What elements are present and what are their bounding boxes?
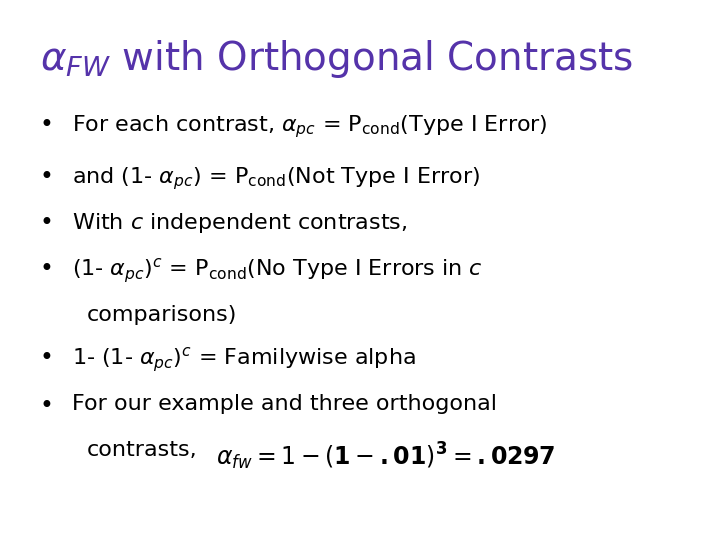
Text: contrasts,: contrasts, bbox=[86, 440, 197, 460]
Text: •: • bbox=[40, 113, 53, 137]
Text: •: • bbox=[40, 346, 53, 369]
Text: With $c$ independent contrasts,: With $c$ independent contrasts, bbox=[72, 211, 408, 234]
Text: •: • bbox=[40, 211, 53, 234]
Text: comparisons): comparisons) bbox=[86, 305, 237, 325]
Text: For each contrast, $\alpha_{pc}$ = P$_{\mathregular{cond}}$(Type I Error): For each contrast, $\alpha_{pc}$ = P$_{\… bbox=[72, 113, 548, 140]
Text: 1- (1- $\alpha_{pc}$)$^{c}$ = Familywise alpha: 1- (1- $\alpha_{pc}$)$^{c}$ = Familywise… bbox=[72, 346, 415, 374]
Text: For our example and three orthogonal: For our example and three orthogonal bbox=[72, 394, 497, 414]
Text: •: • bbox=[40, 256, 53, 280]
Text: (1- $\alpha_{pc}$)$^{c}$ = P$_{\mathregular{cond}}$(No Type I Errors in $c$: (1- $\alpha_{pc}$)$^{c}$ = P$_{\mathregu… bbox=[72, 256, 483, 285]
Text: •: • bbox=[40, 165, 53, 188]
Text: $\alpha_{FW}$ with Orthogonal Contrasts: $\alpha_{FW}$ with Orthogonal Contrasts bbox=[40, 38, 633, 80]
Text: and (1- $\alpha_{pc}$) = P$_{\mathregular{cond}}$(Not Type I Error): and (1- $\alpha_{pc}$) = P$_{\mathregula… bbox=[72, 165, 480, 192]
Text: $\alpha_{fw} = 1 - \left(\mathbf{1} - \mathbf{.01}\right)^{\mathbf{3}} = \mathbf: $\alpha_{fw} = 1 - \left(\mathbf{1} - \m… bbox=[216, 440, 555, 471]
Text: •: • bbox=[40, 394, 53, 418]
